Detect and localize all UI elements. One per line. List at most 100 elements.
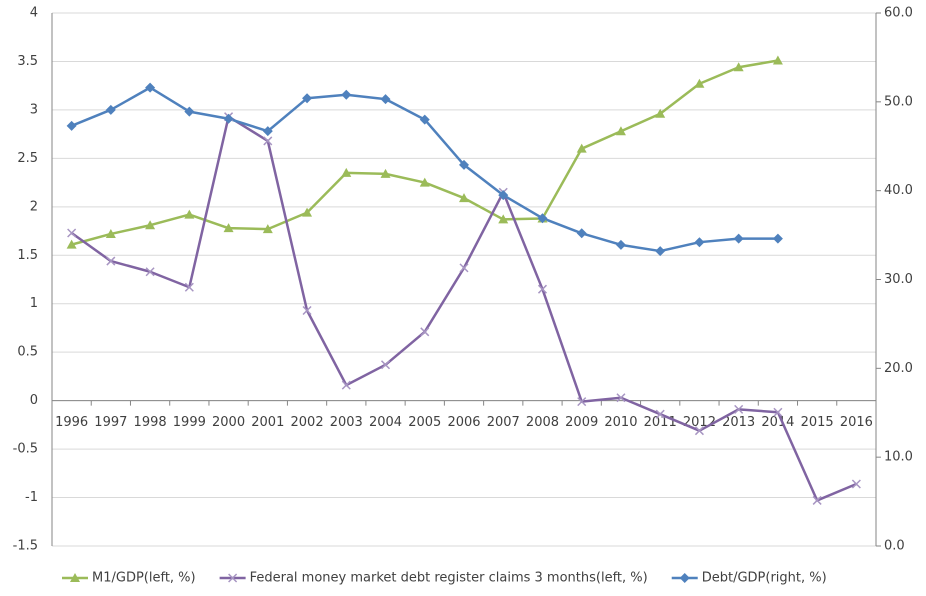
- y2-tick-label: 40.0: [884, 183, 913, 198]
- marker: [498, 214, 509, 224]
- marker: [341, 167, 352, 177]
- series-line: [71, 59, 779, 246]
- marker: [106, 256, 116, 266]
- marker: [302, 305, 312, 316]
- marker: [537, 284, 548, 294]
- marker: [498, 190, 509, 201]
- marker: [184, 209, 195, 219]
- y2-tick-label: 50.0: [884, 94, 913, 109]
- marker: [459, 159, 469, 170]
- x-tick-label: 2008: [526, 415, 559, 430]
- marker: [655, 246, 666, 257]
- x-tick-label: 2001: [251, 415, 284, 430]
- marker: [262, 224, 273, 234]
- marker: [419, 177, 430, 187]
- marker: [302, 93, 313, 104]
- marker: [70, 573, 80, 582]
- y-tick-label: 4: [30, 6, 38, 21]
- x-tick-label: 2000: [212, 415, 245, 430]
- x-tick-label: 2004: [369, 415, 402, 430]
- marker: [105, 228, 116, 238]
- marker: [694, 78, 705, 88]
- y2-tick-label: 20.0: [884, 361, 913, 376]
- marker: [420, 327, 430, 337]
- marker: [773, 407, 783, 417]
- x-tick-label: 2012: [683, 415, 716, 430]
- marker: [262, 126, 273, 137]
- marker: [341, 380, 351, 390]
- marker: [577, 397, 587, 407]
- x-tick-label: 1996: [55, 415, 88, 430]
- series-line: [70, 115, 857, 502]
- y2-tick-label: 30.0: [884, 272, 913, 287]
- y-tick-label: -1: [25, 490, 38, 505]
- x-tick-label: 1997: [94, 415, 127, 430]
- marker: [616, 393, 626, 403]
- marker: [615, 239, 626, 250]
- marker: [302, 207, 313, 217]
- marker: [733, 62, 744, 72]
- y-tick-label: -0.5: [13, 442, 38, 457]
- marker: [263, 136, 273, 146]
- x-tick-label: 2015: [801, 415, 834, 430]
- marker: [576, 228, 587, 239]
- marker: [67, 228, 77, 238]
- marker: [694, 426, 704, 436]
- x-tick-label: 2009: [565, 415, 598, 430]
- marker: [655, 409, 665, 419]
- x-tick-label: 2013: [722, 415, 755, 430]
- marker: [734, 404, 744, 414]
- marker: [184, 106, 195, 117]
- y-tick-label: 2: [30, 199, 38, 214]
- marker: [694, 237, 705, 248]
- marker: [459, 263, 469, 273]
- marker: [341, 89, 352, 100]
- x-tick-label: 2002: [291, 415, 324, 430]
- marker: [105, 104, 116, 115]
- y-tick-label: 3: [30, 102, 38, 117]
- y-tick-label: 2.5: [17, 151, 38, 166]
- marker: [145, 220, 156, 230]
- y2-tick-label: 60.0: [884, 6, 913, 21]
- marker: [459, 193, 469, 203]
- marker: [380, 94, 391, 105]
- x-tick-label: 1999: [173, 415, 206, 430]
- legend-label: Federal money market debt register claim…: [250, 571, 648, 586]
- x-tick-label: 2014: [761, 415, 794, 430]
- series-line: [71, 86, 778, 253]
- marker: [576, 143, 587, 153]
- marker: [223, 223, 234, 233]
- marker: [733, 233, 744, 244]
- marker: [145, 267, 155, 277]
- x-tick-label: 2011: [644, 415, 677, 430]
- x-tick-label: 2007: [487, 415, 520, 430]
- x-tick-label: 1998: [134, 415, 167, 430]
- marker: [380, 168, 391, 178]
- marker: [851, 479, 861, 489]
- marker: [812, 495, 822, 505]
- marker: [184, 282, 194, 292]
- marker: [66, 239, 77, 249]
- marker: [145, 82, 156, 93]
- marker: [66, 120, 77, 131]
- x-tick-label: 2003: [330, 415, 363, 430]
- y-tick-label: 0: [30, 393, 38, 408]
- marker: [679, 573, 690, 583]
- y2-tick-label: 0.0: [884, 539, 905, 554]
- x-tick-label: 2010: [604, 415, 637, 430]
- y2-tick-label: 10.0: [884, 450, 913, 465]
- y-tick-label: 1.5: [17, 248, 38, 263]
- marker: [228, 573, 238, 583]
- legend-label: Debt/GDP(right, %): [702, 571, 827, 586]
- x-tick-label: 2005: [408, 415, 441, 430]
- x-tick-label: 2016: [840, 415, 873, 430]
- y-tick-label: -1.5: [13, 539, 38, 554]
- marker: [419, 114, 430, 125]
- x-tick-label: 2006: [447, 415, 480, 430]
- marker: [380, 360, 391, 370]
- marker: [772, 55, 783, 65]
- y-tick-label: 1: [30, 296, 38, 311]
- marker: [615, 126, 626, 136]
- y-tick-label: 0.5: [17, 345, 38, 360]
